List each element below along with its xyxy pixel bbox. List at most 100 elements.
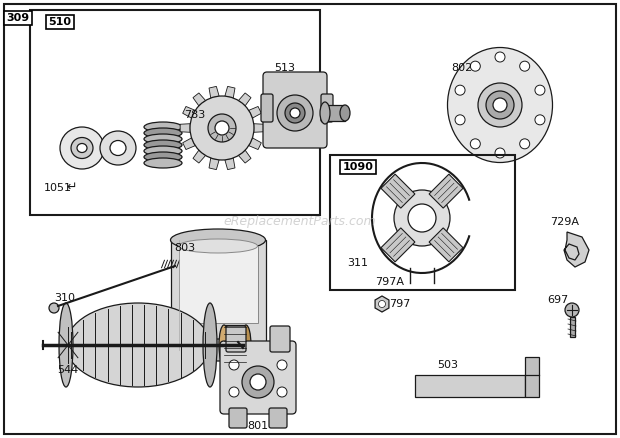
Ellipse shape (77, 144, 87, 152)
Circle shape (471, 61, 480, 71)
FancyBboxPatch shape (269, 408, 287, 428)
Polygon shape (564, 232, 589, 267)
Ellipse shape (144, 128, 182, 138)
Circle shape (478, 83, 522, 127)
Text: 803: 803 (174, 243, 195, 253)
Text: 797: 797 (389, 299, 410, 309)
Circle shape (493, 98, 507, 112)
Ellipse shape (144, 152, 182, 162)
Ellipse shape (110, 141, 126, 155)
Polygon shape (429, 174, 463, 208)
Ellipse shape (144, 146, 182, 156)
Polygon shape (239, 93, 251, 106)
Ellipse shape (340, 105, 350, 121)
Circle shape (215, 121, 229, 135)
Ellipse shape (144, 122, 182, 132)
Polygon shape (429, 228, 463, 262)
Bar (525, 357, 539, 397)
Circle shape (250, 374, 266, 390)
Polygon shape (193, 93, 206, 106)
Bar (171, 240, 266, 350)
Polygon shape (183, 106, 195, 118)
Ellipse shape (170, 229, 265, 251)
Text: 311: 311 (347, 258, 368, 268)
Polygon shape (239, 150, 251, 163)
Circle shape (229, 387, 239, 397)
Ellipse shape (448, 47, 552, 162)
Text: 309: 309 (6, 13, 30, 23)
Circle shape (471, 139, 480, 149)
Circle shape (208, 114, 236, 142)
Polygon shape (254, 124, 264, 132)
Circle shape (229, 360, 239, 370)
Ellipse shape (144, 140, 182, 150)
Text: 1051: 1051 (44, 183, 72, 193)
Polygon shape (180, 124, 190, 132)
Text: ↵: ↵ (67, 180, 78, 194)
Circle shape (285, 103, 305, 123)
Ellipse shape (241, 325, 251, 365)
FancyBboxPatch shape (229, 408, 247, 428)
Text: 1090: 1090 (343, 162, 373, 172)
Polygon shape (249, 138, 261, 149)
Circle shape (535, 115, 545, 125)
Polygon shape (249, 106, 261, 118)
Text: 544: 544 (58, 365, 79, 375)
Circle shape (520, 139, 529, 149)
Text: 802: 802 (451, 63, 472, 73)
FancyBboxPatch shape (270, 326, 290, 352)
Text: 697: 697 (547, 295, 569, 305)
Polygon shape (381, 228, 415, 262)
Polygon shape (209, 86, 219, 98)
Polygon shape (183, 138, 195, 149)
Circle shape (49, 303, 59, 313)
Circle shape (520, 61, 529, 71)
Bar (30, 10, 320, 215)
Circle shape (290, 108, 300, 118)
Text: 801: 801 (247, 421, 268, 431)
Circle shape (277, 387, 287, 397)
FancyBboxPatch shape (220, 341, 296, 414)
Polygon shape (225, 158, 235, 170)
FancyBboxPatch shape (263, 72, 327, 148)
Text: eReplacementParts.com: eReplacementParts.com (224, 215, 376, 229)
Bar (179, 246, 258, 323)
Circle shape (277, 360, 287, 370)
Ellipse shape (60, 127, 104, 169)
Text: 513: 513 (275, 63, 296, 73)
Ellipse shape (170, 339, 265, 361)
Bar (570, 317, 575, 337)
Circle shape (378, 300, 386, 307)
Text: 510: 510 (48, 17, 71, 27)
Circle shape (455, 115, 465, 125)
Ellipse shape (100, 131, 136, 165)
Polygon shape (209, 158, 219, 170)
FancyBboxPatch shape (226, 326, 246, 352)
Ellipse shape (219, 325, 229, 365)
Ellipse shape (66, 303, 210, 387)
Ellipse shape (179, 239, 257, 253)
Polygon shape (193, 150, 206, 163)
Circle shape (408, 204, 436, 232)
Circle shape (242, 366, 274, 398)
FancyBboxPatch shape (261, 94, 273, 122)
Bar (325, 105, 345, 121)
Circle shape (394, 190, 450, 246)
Ellipse shape (59, 303, 73, 387)
Circle shape (190, 96, 254, 160)
Ellipse shape (320, 102, 330, 124)
Circle shape (495, 148, 505, 158)
Ellipse shape (71, 138, 93, 159)
Bar (415, 375, 525, 397)
Ellipse shape (203, 303, 217, 387)
Text: 797A: 797A (376, 277, 404, 287)
FancyBboxPatch shape (321, 94, 333, 122)
Polygon shape (225, 86, 235, 98)
Circle shape (455, 85, 465, 95)
Circle shape (535, 85, 545, 95)
Polygon shape (375, 296, 389, 312)
Text: 729A: 729A (551, 217, 580, 227)
Text: 503: 503 (438, 360, 459, 370)
Polygon shape (381, 174, 415, 208)
Circle shape (495, 52, 505, 62)
